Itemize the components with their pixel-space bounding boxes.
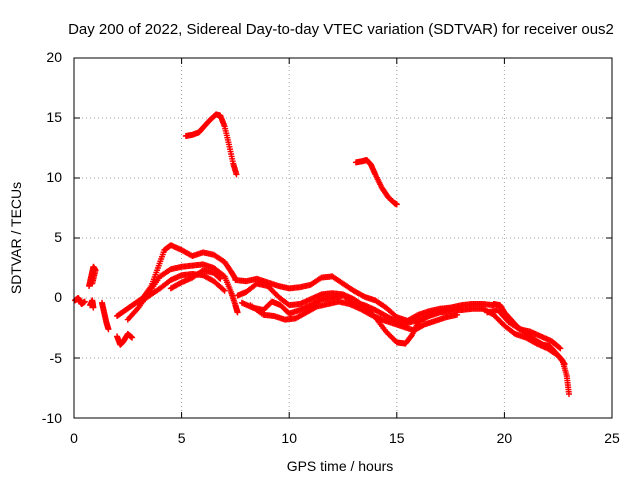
series-arc-2 xyxy=(352,157,400,208)
data-point xyxy=(129,334,136,341)
series-dip xyxy=(114,331,136,348)
series-bump-c xyxy=(135,271,228,307)
series-late-c xyxy=(484,307,564,352)
y-tick-label: -10 xyxy=(42,410,62,426)
data-point xyxy=(216,275,223,282)
data-point xyxy=(454,311,461,318)
series-bump-b xyxy=(124,261,241,323)
y-tick-label: 0 xyxy=(54,289,62,305)
data-point xyxy=(90,304,97,311)
data-point xyxy=(234,309,241,316)
y-tick-label: 15 xyxy=(46,109,62,125)
x-axis-label: GPS time / hours xyxy=(287,458,394,474)
series-mid-d xyxy=(247,298,461,334)
y-tick-label: 20 xyxy=(46,49,62,65)
data-point xyxy=(565,391,572,397)
data-point xyxy=(393,201,400,208)
series-early-d xyxy=(98,299,112,333)
plot-frame xyxy=(73,57,613,419)
x-tick-label: 0 xyxy=(70,430,78,446)
series-late-b xyxy=(479,305,568,367)
data-point xyxy=(217,275,224,282)
x-tick-label: 25 xyxy=(604,430,620,446)
y-tick-label: 5 xyxy=(54,229,62,245)
x-tick-label: 10 xyxy=(281,430,297,446)
data-point xyxy=(556,344,563,351)
data-point xyxy=(233,171,240,178)
data-series xyxy=(72,111,572,397)
grid-lines xyxy=(74,58,612,418)
y-tick-label: -5 xyxy=(50,350,63,366)
x-tick-label: 15 xyxy=(389,430,405,446)
y-tick-label: 10 xyxy=(46,169,62,185)
series-early-b xyxy=(86,263,99,289)
y-axis-label: SDTVAR / TECUs xyxy=(8,182,24,294)
y-axis-ticks: -10 -5 0 5 10 15 20 xyxy=(42,49,62,426)
data-point xyxy=(561,361,568,367)
data-point xyxy=(221,287,228,294)
data-point xyxy=(105,326,112,333)
x-axis-ticks: 0 5 10 15 20 25 xyxy=(70,430,620,446)
chart-title: Day 200 of 2022, Sidereal Day-to-day VTE… xyxy=(68,21,614,38)
series-early-a xyxy=(72,295,88,307)
data-point xyxy=(89,280,96,287)
series-mid-c xyxy=(238,292,486,327)
data-point xyxy=(557,345,564,352)
x-tick-label: 5 xyxy=(178,430,186,446)
series-arc-1 xyxy=(182,111,240,178)
data-point xyxy=(81,298,88,305)
x-tick-label: 20 xyxy=(497,430,513,446)
series-bump-d xyxy=(167,267,224,292)
series-early-c xyxy=(87,297,97,311)
data-point xyxy=(560,359,567,366)
